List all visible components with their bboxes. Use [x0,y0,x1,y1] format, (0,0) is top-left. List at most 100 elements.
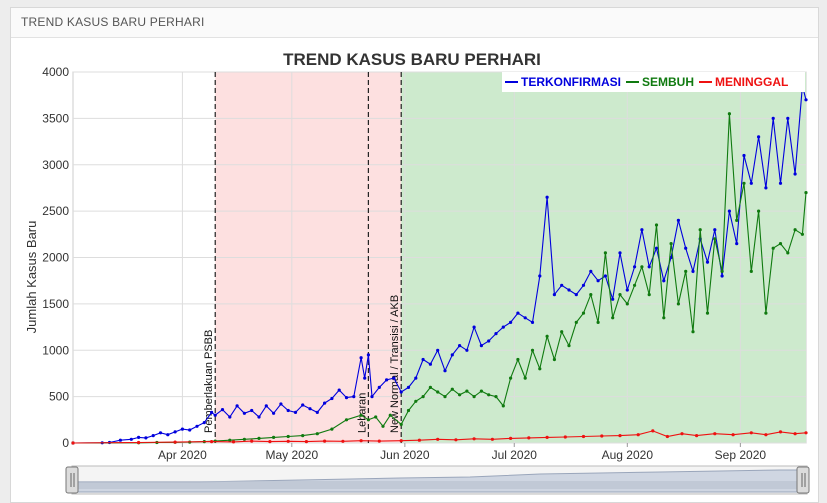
data-point-terkonfirmasi[interactable] [129,437,133,441]
data-point-meninggal[interactable] [399,439,403,443]
data-point-terkonfirmasi[interactable] [691,269,695,273]
data-point-sembuh[interactable] [545,334,549,338]
data-point-sembuh[interactable] [669,242,673,246]
data-point-sembuh[interactable] [640,265,644,269]
data-point-sembuh[interactable] [523,376,527,380]
data-point-meninggal[interactable] [731,433,735,437]
data-point-meninggal[interactable] [778,430,783,434]
data-point-sembuh[interactable] [771,246,775,250]
data-point-terkonfirmasi[interactable] [625,288,629,292]
data-point-sembuh[interactable] [764,311,768,315]
data-point-terkonfirmasi[interactable] [618,251,622,255]
data-point-terkonfirmasi[interactable] [158,431,163,435]
legend-label-sembuh[interactable]: SEMBUH [642,75,694,89]
data-point-sembuh[interactable] [479,389,483,393]
data-point-terkonfirmasi[interactable] [611,297,615,301]
data-point-sembuh[interactable] [662,316,666,320]
data-point-sembuh[interactable] [272,435,276,439]
data-point-sembuh[interactable] [315,432,319,436]
data-point-terkonfirmasi[interactable] [804,98,808,102]
data-point-terkonfirmasi[interactable] [195,424,199,428]
data-point-sembuh[interactable] [428,385,432,389]
data-point-terkonfirmasi[interactable] [494,332,498,336]
navigator-selection[interactable] [78,481,802,489]
data-point-sembuh[interactable] [509,376,513,380]
data-point-sembuh[interactable] [633,283,637,287]
data-point-terkonfirmasi[interactable] [567,288,571,292]
data-point-terkonfirmasi[interactable] [574,293,578,297]
data-point-terkonfirmasi[interactable] [250,408,254,413]
data-point-sembuh[interactable] [330,427,334,431]
data-point-meninggal[interactable] [651,429,655,433]
data-point-terkonfirmasi[interactable] [137,435,141,439]
data-point-sembuh[interactable] [567,344,571,348]
data-point-sembuh[interactable] [691,330,695,334]
data-point-sembuh[interactable] [359,413,363,417]
data-point-sembuh[interactable] [647,293,651,297]
data-point-sembuh[interactable] [443,395,447,399]
data-point-terkonfirmasi[interactable] [330,396,334,401]
data-point-sembuh[interactable] [366,418,370,422]
data-point-sembuh[interactable] [676,302,681,306]
data-point-sembuh[interactable] [301,434,305,438]
data-point-terkonfirmasi[interactable] [202,421,206,425]
data-point-terkonfirmasi[interactable] [713,228,717,232]
data-point-meninggal[interactable] [210,440,214,444]
data-point-terkonfirmasi[interactable] [589,269,593,273]
data-point-terkonfirmasi[interactable] [538,274,542,278]
series-line-meninggal[interactable] [72,430,807,444]
data-point-terkonfirmasi[interactable] [676,218,681,222]
data-point-sembuh[interactable] [381,424,385,428]
data-point-terkonfirmasi[interactable] [173,430,177,434]
data-point-sembuh[interactable] [472,395,476,399]
data-point-sembuh[interactable] [494,395,498,399]
data-point-terkonfirmasi[interactable] [472,325,476,329]
data-point-terkonfirmasi[interactable] [385,378,389,382]
data-point-sembuh[interactable] [603,251,608,255]
data-point-meninggal[interactable] [804,431,808,435]
data-point-meninggal[interactable] [71,441,75,445]
data-point-terkonfirmasi[interactable] [530,320,535,324]
data-point-meninggal[interactable] [490,437,494,441]
data-point-meninggal[interactable] [268,440,272,444]
data-point-sembuh[interactable] [713,237,717,241]
data-point-sembuh[interactable] [581,311,586,315]
data-point-meninggal[interactable] [618,434,622,438]
data-point-terkonfirmasi[interactable] [257,415,261,419]
data-point-terkonfirmasi[interactable] [166,433,170,437]
data-point-sembuh[interactable] [538,367,542,371]
data-point-terkonfirmasi[interactable] [443,369,447,373]
data-point-sembuh[interactable] [530,348,535,352]
data-point-terkonfirmasi[interactable] [220,408,225,412]
data-point-sembuh[interactable] [654,223,659,227]
data-point-meninggal[interactable] [749,431,753,435]
data-point-terkonfirmasi[interactable] [308,407,312,411]
data-point-sembuh[interactable] [560,330,564,334]
data-point-terkonfirmasi[interactable] [323,401,327,405]
data-point-meninggal[interactable] [764,433,768,437]
data-point-terkonfirmasi[interactable] [344,396,349,400]
data-point-meninggal[interactable] [359,439,363,443]
data-point-sembuh[interactable] [406,408,411,413]
data-point-meninggal[interactable] [793,432,797,436]
data-point-sembuh[interactable] [720,269,724,273]
data-point-meninggal[interactable] [137,440,141,445]
data-point-terkonfirmasi[interactable] [377,385,381,389]
data-point-terkonfirmasi[interactable] [523,316,527,320]
data-point-terkonfirmasi[interactable] [705,260,710,264]
data-point-terkonfirmasi[interactable] [487,339,491,343]
data-point-meninggal[interactable] [250,439,254,443]
data-point-sembuh[interactable] [698,228,702,232]
data-point-terkonfirmasi[interactable] [450,353,454,357]
data-point-sembuh[interactable] [516,357,520,362]
data-point-sembuh[interactable] [786,251,790,255]
data-point-terkonfirmasi[interactable] [235,404,239,408]
data-point-sembuh[interactable] [735,218,739,222]
data-point-terkonfirmasi[interactable] [118,438,122,442]
data-point-terkonfirmasi[interactable] [654,246,659,250]
data-point-terkonfirmasi[interactable] [151,434,155,438]
data-point-meninggal[interactable] [341,439,345,443]
legend-label-terkonfirmasi[interactable]: TERKONFIRMASI [521,75,621,89]
range-navigator[interactable] [65,465,810,495]
data-point-sembuh[interactable] [749,269,753,273]
